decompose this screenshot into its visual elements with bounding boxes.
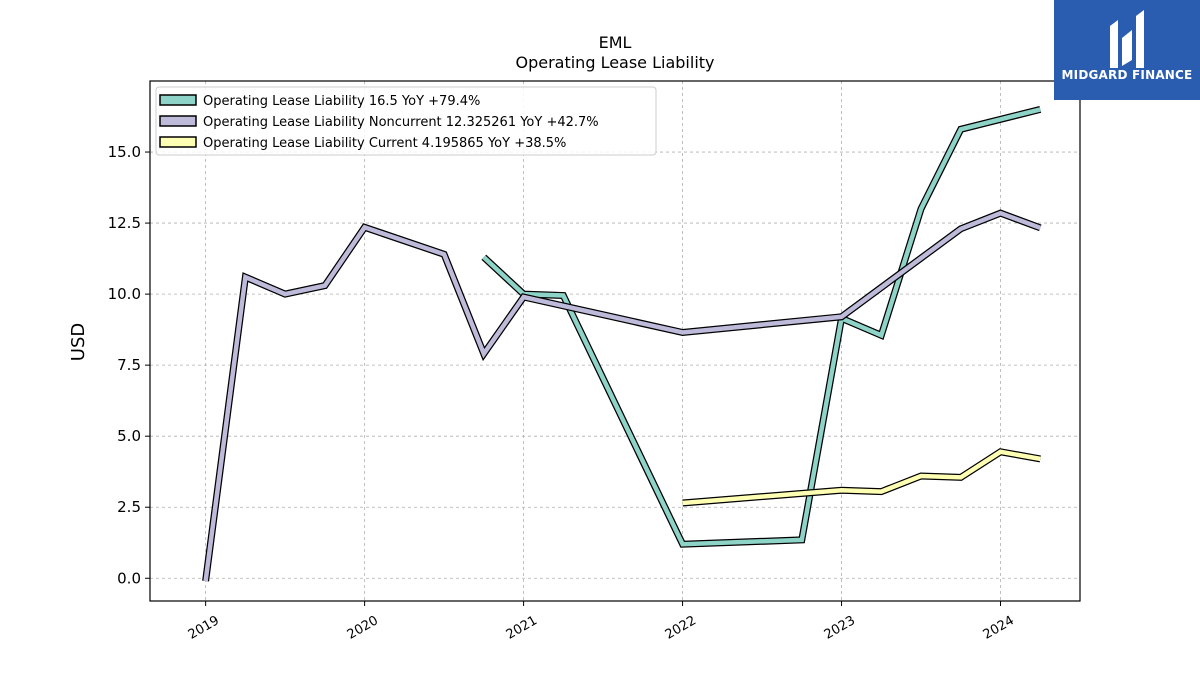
chart-subtitle: Operating Lease Liability — [515, 53, 714, 72]
x-tick-label: 2021 — [504, 613, 540, 643]
series-line-fill — [682, 449, 1041, 506]
y-tick-label: 15.0 — [108, 143, 141, 161]
chart-title: EML — [599, 33, 632, 52]
series-line-outline — [202, 209, 1042, 582]
logo-text: MIDGARD FINANCE — [1061, 68, 1193, 82]
midgard-logo-icon — [1110, 10, 1144, 68]
legend-label: Operating Lease Liability 16.5 YoY +79.4… — [203, 94, 480, 109]
legend-box — [155, 86, 657, 156]
y-tick-label: 0.0 — [117, 569, 141, 587]
y-tick-label: 12.5 — [108, 214, 141, 232]
series-line-fill — [203, 210, 1042, 582]
series-line — [682, 448, 1041, 507]
grid — [150, 81, 1080, 601]
y-tick-label: 7.5 — [117, 356, 141, 374]
legend: Operating Lease Liability 16.5 YoY +79.4… — [155, 86, 657, 156]
axis-ticks: 0.0 2.5 5.0 7.5 10.0 12.5 15.0 2019 2020 2021 2022… — [108, 143, 1017, 643]
series-lines — [202, 106, 1042, 582]
y-axis-label: USD — [68, 323, 89, 361]
plot-frame — [149, 80, 1081, 602]
x-tick-label: 2023 — [822, 613, 858, 643]
legend-swatch — [159, 94, 197, 106]
series-line-fill — [482, 107, 1041, 547]
x-tick-label: 2019 — [186, 613, 222, 643]
x-tick-label: 2024 — [981, 613, 1017, 643]
legend-label: Operating Lease Liability Current 4.1958… — [203, 136, 566, 151]
y-tick-label: 2.5 — [117, 498, 141, 516]
x-tick-label: 2022 — [663, 613, 699, 643]
series-line — [481, 106, 1042, 548]
brand-logo: MIDGARD FINANCE — [1054, 0, 1200, 100]
x-tick-label: 2020 — [345, 613, 381, 643]
series-line — [202, 209, 1042, 582]
legend-label: Operating Lease Liability Noncurrent 12.… — [203, 115, 599, 130]
legend-swatch — [159, 115, 197, 127]
legend-swatch — [159, 136, 197, 148]
y-tick-label: 10.0 — [108, 285, 141, 303]
y-tick-label: 5.0 — [117, 427, 141, 445]
